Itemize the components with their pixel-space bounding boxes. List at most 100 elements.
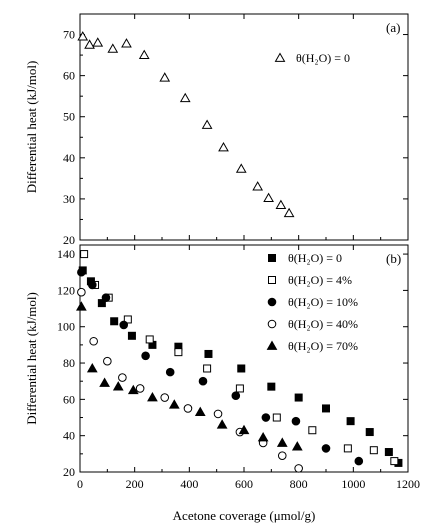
data-point xyxy=(174,348,183,357)
panel-b-data-points xyxy=(76,250,403,473)
data-point xyxy=(77,287,86,297)
data-point xyxy=(127,331,136,340)
panel-b-y-axis-label: Differential heat (kJ/mol) xyxy=(24,292,39,425)
legend-marker xyxy=(268,254,276,262)
y-tick-label: 60 xyxy=(63,392,75,406)
x-tick-label: 400 xyxy=(180,477,198,491)
data-point xyxy=(119,320,129,330)
data-point xyxy=(321,444,331,453)
data-point xyxy=(183,404,193,413)
x-axis-label: Acetone coverage (μmol/g) xyxy=(173,508,316,523)
data-point xyxy=(138,49,150,59)
data-point xyxy=(263,192,274,202)
panel-a-legend: θ(H₂O) = 0 xyxy=(274,51,350,65)
data-point xyxy=(252,181,264,191)
data-point xyxy=(346,417,355,426)
data-point xyxy=(112,381,124,391)
y-tick-label: 140 xyxy=(57,247,75,261)
legend-marker xyxy=(274,52,286,62)
panel-b-label: (b) xyxy=(386,251,401,266)
legend-marker xyxy=(266,340,278,350)
y-tick-label: 120 xyxy=(57,283,75,297)
data-point xyxy=(198,376,208,386)
data-point xyxy=(218,142,229,152)
data-point xyxy=(272,413,281,422)
data-point xyxy=(123,315,132,324)
x-tick-label: 800 xyxy=(290,477,308,491)
data-point xyxy=(203,364,212,373)
data-point xyxy=(159,72,171,82)
legend-entry: θ(H₂O) = 0 xyxy=(288,251,342,265)
data-point xyxy=(277,451,287,460)
data-point xyxy=(110,317,119,326)
data-point xyxy=(160,393,170,402)
data-point xyxy=(384,448,393,457)
x-tick-label: 600 xyxy=(235,477,253,491)
data-point xyxy=(84,39,95,49)
data-point xyxy=(369,446,378,455)
y-tick-label: 20 xyxy=(63,465,75,479)
data-point xyxy=(86,362,98,373)
data-point xyxy=(235,163,247,173)
y-tick-label: 30 xyxy=(63,192,75,206)
data-point xyxy=(147,392,158,402)
panel-a-frame xyxy=(79,13,409,241)
legend-entry: θ(H₂O) = 70% xyxy=(288,339,358,353)
data-point xyxy=(127,384,139,395)
panel-b-legend: θ(H₂O) = 0 θ(H₂O) = 4% θ(H₂O) = 10% θ(H₂O) … xyxy=(266,251,358,353)
data-point xyxy=(261,413,271,422)
y-tick-label: 100 xyxy=(57,320,75,334)
legend-entry: θ(H₂O) = 10% xyxy=(288,295,358,309)
data-point xyxy=(194,406,206,416)
panel-b: 20 40 60 80 100 120 140 0 200 400 600 800 1000 1200 (… xyxy=(24,244,420,523)
data-point xyxy=(141,351,150,361)
data-point xyxy=(77,31,89,41)
data-point xyxy=(237,364,246,373)
panel-a-y-axis-label: Differential heat (kJ/mol) xyxy=(24,61,39,194)
y-tick-label: 20 xyxy=(63,233,75,247)
panel-a-label: (a) xyxy=(386,20,400,35)
data-point xyxy=(216,419,228,429)
data-point xyxy=(89,336,98,346)
data-point xyxy=(76,301,87,311)
y-tick-label: 40 xyxy=(63,151,75,165)
data-point xyxy=(80,250,89,259)
data-point xyxy=(257,431,269,442)
data-point xyxy=(204,349,213,358)
legend-marker xyxy=(267,319,277,329)
x-tick-label: 0 xyxy=(77,477,83,491)
data-point xyxy=(235,384,244,393)
data-point xyxy=(99,377,110,387)
y-tick-label: 40 xyxy=(63,429,75,443)
x-tick-label: 1200 xyxy=(396,477,420,491)
panel-a-ticks: 20 30 40 50 60 70 xyxy=(63,14,409,247)
panel-a-data-points xyxy=(77,31,295,218)
data-point xyxy=(103,356,112,366)
legend-entry: θ(H₂O) = 4% xyxy=(288,273,352,287)
y-tick-label: 60 xyxy=(63,69,75,83)
data-point xyxy=(283,207,295,218)
data-point xyxy=(267,382,276,391)
data-point xyxy=(275,199,287,209)
data-point xyxy=(294,464,303,473)
panel-b-frame xyxy=(79,244,409,473)
y-tick-label: 70 xyxy=(63,28,75,42)
data-point xyxy=(276,437,288,447)
data-point xyxy=(343,444,352,453)
legend-marker xyxy=(267,297,277,307)
data-point xyxy=(145,335,154,344)
legend-entry: θ(H₂O) = 0 xyxy=(296,51,350,65)
data-point xyxy=(121,38,132,48)
data-point xyxy=(92,37,104,47)
data-point xyxy=(179,92,191,103)
data-point xyxy=(165,367,175,377)
x-tick-label: 200 xyxy=(126,477,144,491)
data-point xyxy=(231,391,241,401)
data-point xyxy=(118,373,127,382)
data-point xyxy=(238,424,250,435)
data-point xyxy=(213,409,223,419)
data-point xyxy=(107,43,119,53)
data-point xyxy=(77,267,86,277)
data-point xyxy=(201,119,213,129)
